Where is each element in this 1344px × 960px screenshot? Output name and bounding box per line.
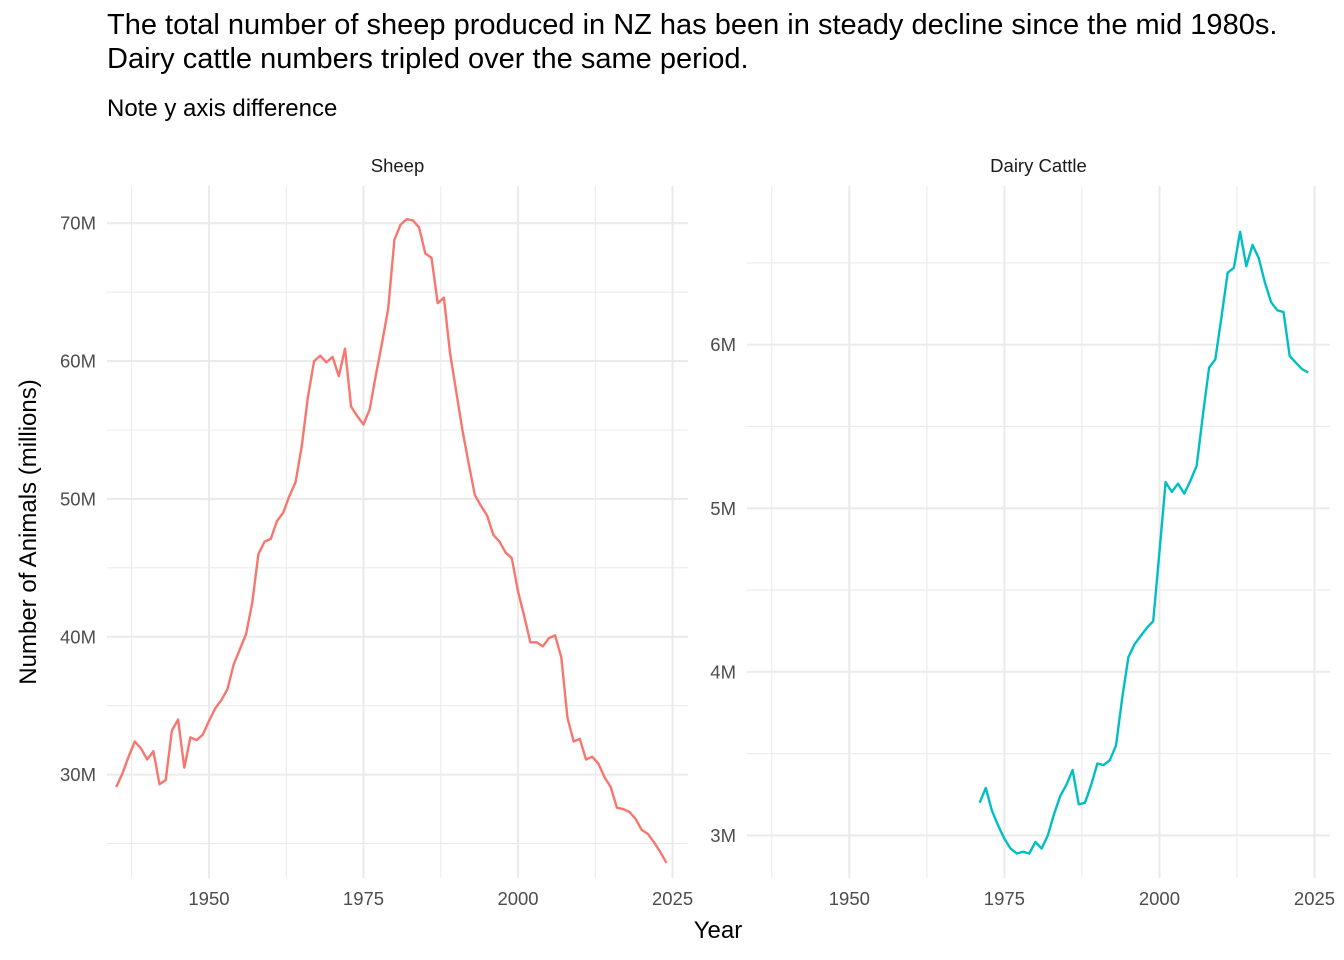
facet-strip-label: Dairy Cattle [990,155,1087,176]
x-tick-label: 2025 [1294,888,1335,909]
x-tick-label: 1975 [343,888,384,909]
x-tick-label: 2000 [497,888,538,909]
y-tick-label: 70M [60,213,96,234]
y-tick-label: 30M [60,764,96,785]
y-tick-label: 3M [710,825,736,846]
panel-dairy-cattle: 1950 1975 2000 2025 3M 4M 5M 6M Dairy Cattle [710,155,1335,909]
chart-subtitle: Note y axis difference [107,95,338,122]
y-tick-label: 60M [60,351,96,372]
y-tick-label: 40M [60,626,96,647]
x-tick-label: 2000 [1139,888,1180,909]
y-tick-label: 6M [710,334,736,355]
series-line-dairy-cattle [978,230,1309,855]
chart-title: The total number of sheep produced in NZ… [107,9,1286,75]
x-tick-label: 1975 [984,888,1025,909]
panel-sheep: 1950 1975 2000 2025 30M 40M 50M 60M 70M Sheep [60,155,693,909]
y-axis-title: Number of Animals (millions) [15,379,42,684]
x-axis-title: Year [694,917,743,944]
y-tick-label: 5M [710,498,736,519]
series-line-sheep [115,217,668,864]
facet-strip-label: Sheep [371,155,425,176]
y-tick-label: 4M [710,661,736,682]
x-tick-label: 1950 [829,888,870,909]
x-tick-label: 2025 [652,888,693,909]
x-tick-label: 1950 [188,888,229,909]
y-tick-label: 50M [60,488,96,509]
